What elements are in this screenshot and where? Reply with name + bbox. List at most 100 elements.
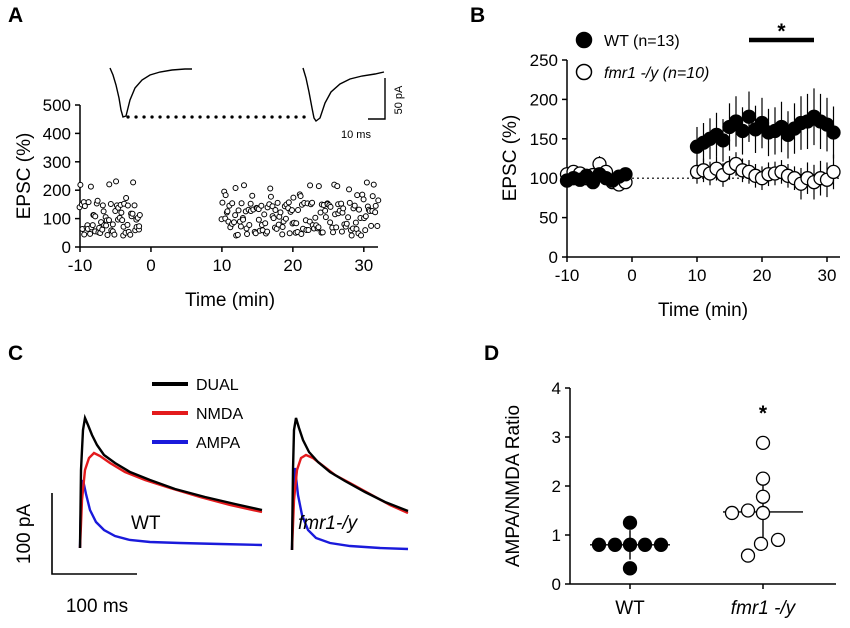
panel-b-x-tick-label: 20 — [753, 266, 772, 285]
panel-c-legend-dual-label: DUAL — [196, 377, 239, 394]
panel-a-data-point — [293, 220, 300, 227]
panel-a-data-point — [244, 230, 251, 237]
panel-a-data-point — [109, 221, 116, 228]
panel-a-data-point — [343, 220, 350, 227]
panel-a-data-point — [131, 202, 138, 209]
panel-a-data-point — [312, 214, 319, 221]
panel-a-data-point — [229, 200, 236, 207]
panel-b-y-tick-label: 150 — [530, 130, 558, 149]
panel-a-trace-post — [302, 67, 385, 123]
panel-a-y-tick-label: 0 — [62, 238, 71, 257]
panel-a-data-point — [372, 202, 379, 209]
panel-a-data-point — [130, 179, 137, 186]
panel-c-trace-label-wt: WT — [131, 513, 161, 534]
panel-a-data-point — [282, 215, 289, 222]
panel-a-data-point — [374, 223, 381, 230]
panel-b-wt-point — [826, 125, 841, 140]
panel-a-data-point — [372, 209, 379, 216]
panel-a-data-point — [362, 227, 369, 234]
panel-a-data-point — [240, 182, 247, 189]
panel-a-data-point — [358, 232, 365, 239]
panel-d-label: D — [484, 342, 499, 365]
panel-a-data-point — [297, 193, 304, 200]
panel-a-data-point — [348, 232, 355, 239]
panel-b-wt-point — [741, 109, 757, 124]
panel-a-data-point — [261, 211, 268, 218]
panel-a-data-point — [222, 192, 229, 199]
panel-a-data-point — [240, 216, 247, 223]
panel-d-wt-point — [622, 537, 638, 552]
panel-a-data-point — [375, 197, 382, 204]
panel-a-data-point — [258, 202, 265, 209]
panel-a-data-point — [363, 179, 370, 186]
panel-a-scalebar-y-label: 50 pA — [393, 85, 405, 114]
panel-a-data-point — [119, 217, 126, 224]
panel-a-x-tick-label: 10 — [212, 256, 231, 275]
panel-a-data-point — [319, 229, 326, 236]
panel-a-data-point — [136, 223, 143, 230]
panel-a-data-point — [94, 197, 101, 204]
panel-a-data-point — [270, 215, 277, 222]
panel-d-wt-point — [653, 537, 669, 552]
panel-d-significance-star: * — [759, 402, 768, 425]
panel-a-data-point — [105, 217, 112, 224]
panel-c: C DUAL NMDA AMPA WT fmr1-/y 100 pA 100 m… — [8, 342, 409, 617]
panel-a-data-point — [123, 195, 130, 202]
panel-a-data-point — [232, 185, 239, 192]
panel-c-legend-ampa-label: AMPA — [196, 435, 240, 452]
panel-a-data-point — [338, 200, 345, 207]
panel-a-data-point — [89, 222, 96, 229]
panel-a-y-tick-label: 100 — [43, 210, 71, 229]
panel-d-y-tick-label: 2 — [552, 477, 561, 496]
panel-a-data-point — [129, 210, 136, 217]
panel-a-data-point — [286, 230, 293, 237]
panel-a-data-point — [309, 199, 316, 206]
panel-a-data-point — [235, 207, 242, 214]
panel-a-data-point — [249, 192, 256, 199]
panel-a-data-point — [232, 212, 239, 219]
panel-a-y-tick-label: 200 — [43, 181, 71, 200]
panel-d-fmr1-point — [755, 471, 771, 486]
panel-a-data-point — [246, 221, 253, 228]
panel-a-trace-baseline — [109, 67, 192, 118]
panel-a-data-point — [333, 224, 340, 231]
panel-a-data-point — [351, 202, 358, 209]
panel-a-data-point — [288, 207, 295, 214]
panel-b-legend-fmr1-marker — [575, 63, 593, 81]
panel-a-data-point — [340, 205, 347, 212]
panel-a-data-point — [352, 219, 359, 226]
panel-a-data-point — [127, 231, 134, 238]
panel-a-data-point — [81, 231, 88, 238]
panel-a-data-point — [327, 219, 334, 226]
panel-d-wt-point — [637, 537, 653, 552]
panel-a-data-point — [295, 207, 302, 214]
panel-a-y-tick-label: 500 — [43, 96, 71, 115]
panel-a-x-tick-label: -10 — [68, 256, 93, 275]
panel-b-y-tick-label: 250 — [530, 51, 558, 70]
panel-a-data-point — [81, 203, 88, 210]
panel-c-fmr1-ampa-trace — [290, 467, 409, 551]
panel-a-data-point — [136, 212, 143, 219]
panel-a-data-point — [315, 224, 322, 231]
panel-a-data-point — [104, 232, 111, 239]
panel-a-data-point — [322, 214, 329, 221]
panel-a-data-point — [100, 208, 107, 215]
panel-a-data-point — [267, 185, 274, 192]
panel-c-wt-nmda-trace — [78, 451, 263, 549]
panel-a-data-point — [322, 207, 329, 214]
panel-a-x-axis-label: Time (min) — [185, 290, 275, 311]
panel-b-y-tick-label: 50 — [539, 209, 558, 228]
panel-a-data-point — [334, 183, 341, 190]
panel-b-wt-point — [735, 123, 750, 139]
panel-a-data-point — [369, 193, 376, 200]
panel-a-data-point — [118, 209, 125, 216]
panel-c-scalebar-x-label: 100 ms — [66, 596, 128, 617]
panel-a-data-point — [338, 228, 345, 235]
panel-c-scalebar — [51, 493, 137, 575]
panel-a-data-point — [247, 200, 254, 207]
panel-d-y-tick-label: 4 — [552, 379, 561, 398]
panel-c-scalebar-y-label: 100 pA — [14, 504, 35, 565]
panel-b-x-axis-label: Time (min) — [658, 300, 748, 321]
panel-c-trace-label-fmr1: fmr1-/y — [298, 513, 359, 534]
